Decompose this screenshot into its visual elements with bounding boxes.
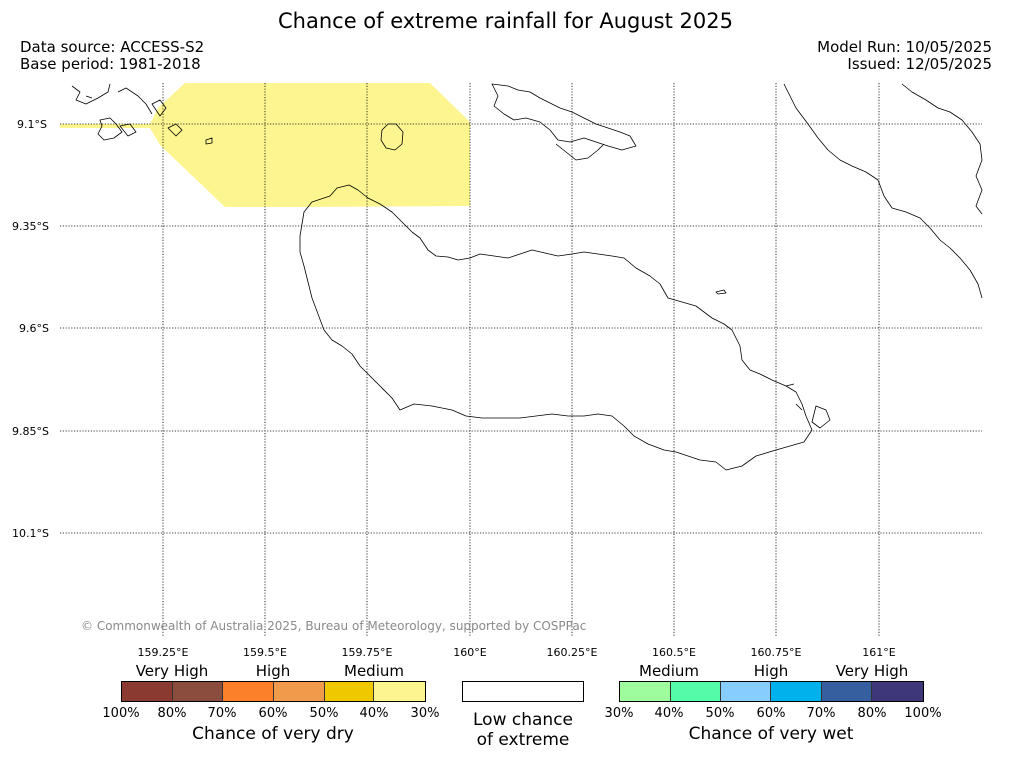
base-period: Base period: 1981-2018 [20,55,201,73]
map-gridlines [60,83,982,636]
wet-tick: 100% [904,706,942,721]
meta-left: Data source: ACCESS-S2 Base period: 1981… [20,39,204,73]
dry-swatch [172,682,224,701]
model-run: Model Run: 10/05/2025 [817,38,992,56]
russell-islands [71,83,213,145]
wet-tick: 70% [806,706,836,721]
islet-north [380,123,404,151]
low-chance-label: Low chance of extreme [453,710,593,750]
dry-colorbar [121,681,426,702]
wet-tick: 80% [857,706,887,721]
wet-swatch [721,682,772,701]
wet-swatch [670,682,722,701]
copyright-notice: © Commonwealth of Australia 2025, Bureau… [81,619,587,633]
wet-category-label: Very High [835,662,909,680]
lon-label: 160.25°E [546,646,598,659]
wet-category-label: Medium [639,662,699,680]
lon-label: 159.75°E [341,646,393,659]
lat-label: 9.35°S [12,220,49,233]
wet-tick: 60% [756,706,786,721]
lon-label: 159.5°E [243,646,287,659]
lon-label: 160.5°E [652,646,696,659]
low-chance-line2: of extreme [476,730,570,750]
wet-tick: 40% [654,706,684,721]
malaita-north-coast [901,83,983,215]
lon-label: 160.75°E [750,646,802,659]
lon-label: 161°E [862,646,896,659]
wet-swatch [872,682,924,701]
wet-swatch [821,682,873,701]
map-title: Chance of extreme rainfall for August 20… [278,9,733,33]
islet-east [715,289,727,295]
low-chance-swatch [462,681,584,702]
dry-swatch [274,682,325,701]
dry-swatch [122,682,173,701]
dry-category-label: Medium [344,662,404,680]
data-source: Data source: ACCESS-S2 [20,38,205,56]
dry-category-label: Very High [135,662,209,680]
wet-tick: 30% [604,706,634,721]
florida-islands [491,83,637,161]
islet-southeast [785,383,831,429]
dry-tick: 60% [258,706,288,721]
dry-tick: 50% [309,706,339,721]
lat-label: 9.1°S [17,118,47,131]
lat-label: 9.85°S [12,425,49,438]
wet-category-label: High [753,662,789,680]
dry-tick: 80% [157,706,187,721]
lon-label: 159.25°E [137,646,189,659]
wet-swatch [771,682,822,701]
dry-category-label: High [255,662,291,680]
dry-tick: 40% [359,706,389,721]
wet-tick: 50% [705,706,735,721]
dry-legend-title: Chance of very dry [192,724,354,744]
dry-swatch [223,682,275,701]
lat-label: 10.1°S [12,527,49,540]
lat-label: 9.6°S [19,322,49,335]
wet-colorbar [619,681,924,702]
dry-tick: 100% [102,706,140,721]
meta-right: Model Run: 10/05/2025 Issued: 12/05/2025 [817,39,992,73]
dry-swatch [324,682,375,701]
low-chance-line1: Low chance [473,710,573,730]
malaita-coast [783,83,983,299]
issued-date: Issued: 12/05/2025 [847,55,992,73]
wet-legend-title: Chance of very wet [688,724,854,744]
dry-tick: 70% [207,706,237,721]
dry-tick: 30% [410,706,440,721]
dry-swatch [374,682,426,701]
lon-label: 160°E [453,646,487,659]
coastlines [71,83,983,471]
wet-swatch [620,682,671,701]
guadalcanal-coast [299,184,813,471]
